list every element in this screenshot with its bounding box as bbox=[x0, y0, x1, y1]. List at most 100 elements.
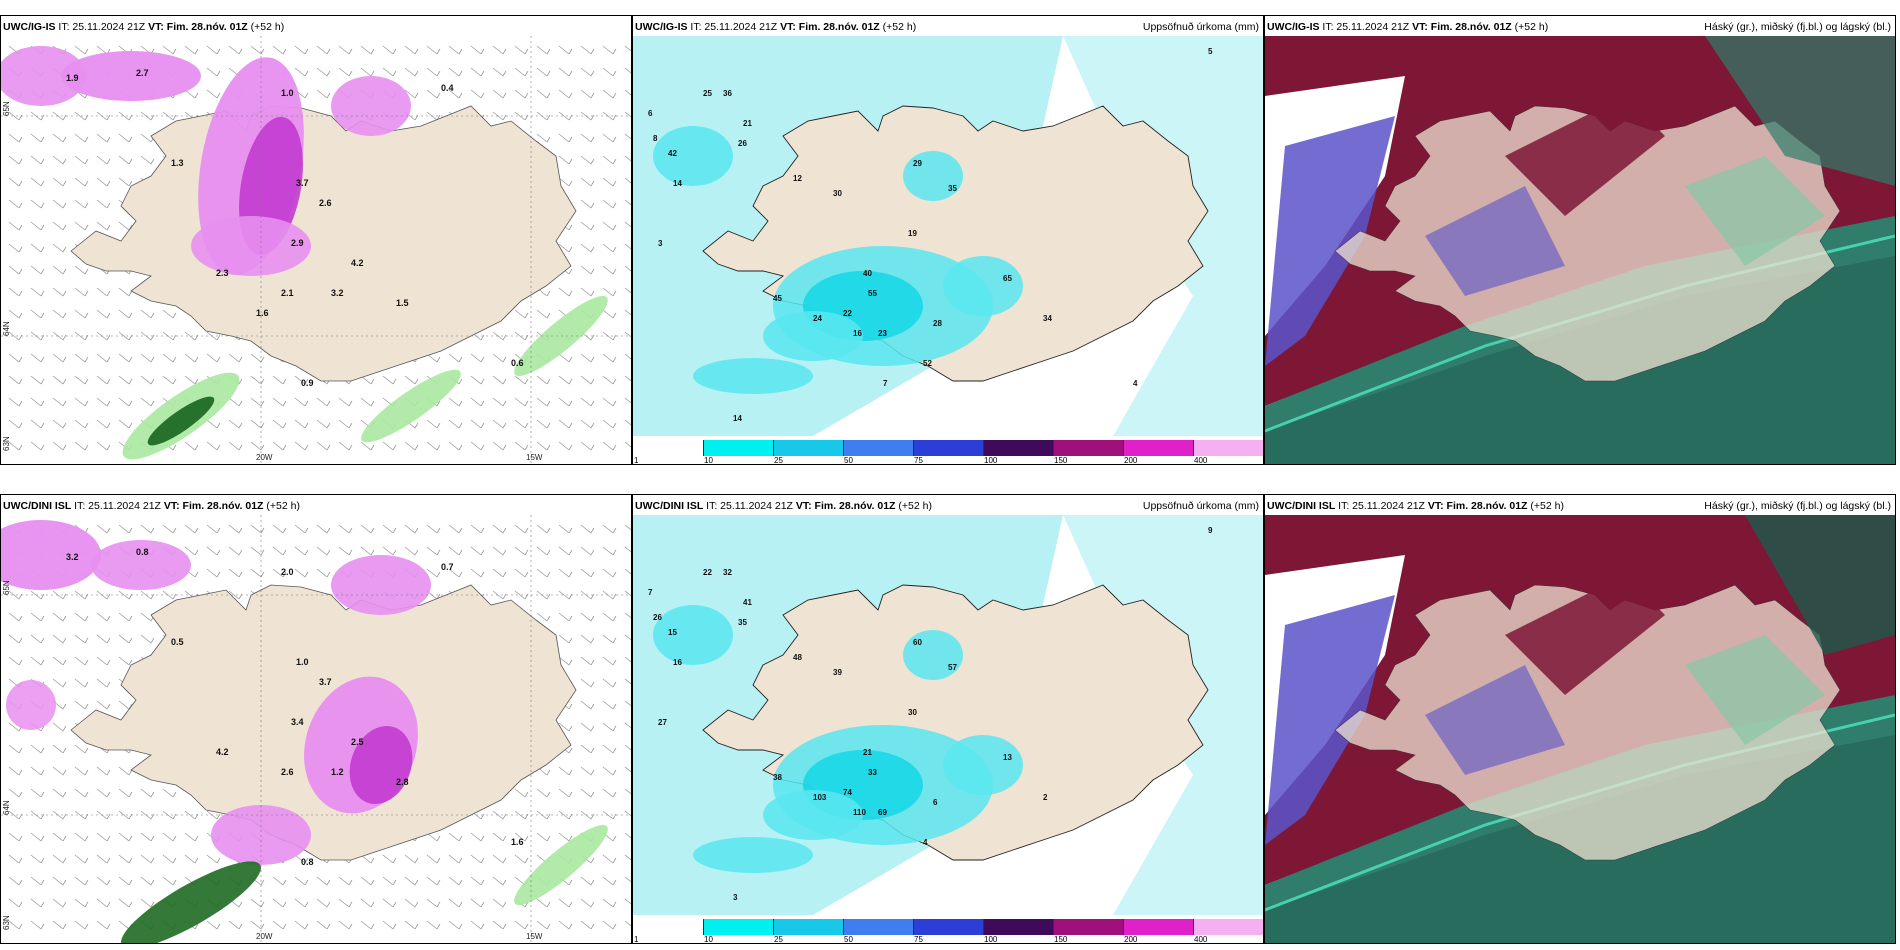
accum-value-label: 26 bbox=[738, 139, 747, 148]
panel-dini-clouds: UWC/DINI ISL IT: 25.11.2024 21Z VT: Fim.… bbox=[1264, 494, 1896, 944]
model-name: UWC/DINI ISL bbox=[635, 500, 704, 512]
accum-value-label: 15 bbox=[668, 628, 677, 637]
accum-value-label: 8 bbox=[653, 134, 658, 143]
colorbar-segment bbox=[1194, 919, 1263, 935]
accum-value-label: 35 bbox=[738, 618, 747, 627]
precip-area bbox=[6, 680, 56, 730]
colorbar-tick: 10 bbox=[704, 935, 713, 943]
accum-value-label: 39 bbox=[833, 668, 842, 677]
model-name: UWC/DINI ISL bbox=[3, 500, 72, 512]
colorbar-segment bbox=[1054, 919, 1124, 935]
latitude-label: 63N bbox=[2, 915, 11, 930]
colorbar-tick: 50 bbox=[844, 456, 853, 464]
precip-value-label: 1.0 bbox=[296, 657, 309, 667]
colorbar-segment bbox=[844, 919, 914, 935]
valid-time: VT: Fim. 28.nóv. 01Z bbox=[1412, 21, 1512, 33]
colorbar-tick: 75 bbox=[914, 935, 923, 943]
accum-value-label: 41 bbox=[743, 598, 752, 607]
map-clouds bbox=[1265, 515, 1895, 943]
map-accum-precip: 5 6 8 3 42 25 14 36 21 26 29 35 12 30 19 65 45 55 40 22 23 16… bbox=[633, 36, 1263, 464]
precip-value-label: 2.7 bbox=[136, 68, 149, 78]
precip-area bbox=[693, 837, 813, 873]
model-name: UWC/DINI ISL bbox=[1267, 500, 1336, 512]
colorbar-segment bbox=[984, 440, 1054, 456]
init-time: IT: 25.11.2024 21Z bbox=[74, 500, 161, 512]
valid-time: VT: Fim. 28.nóv. 01Z bbox=[148, 21, 248, 33]
accum-value-label: 21 bbox=[743, 119, 752, 128]
accum-value-label: 30 bbox=[908, 708, 917, 717]
lead-time: (+52 h) bbox=[266, 500, 300, 512]
colorbar-segment bbox=[844, 440, 914, 456]
colorbar-tick: 25 bbox=[774, 456, 783, 464]
precip-area bbox=[361, 369, 461, 443]
colorbar-tick: 25 bbox=[774, 935, 783, 943]
valid-time: VT: Fim. 28.nóv. 01Z bbox=[795, 500, 896, 512]
longitude-label: 15W bbox=[526, 932, 543, 941]
precip-value-label: 0.8 bbox=[136, 547, 149, 557]
colorbar-tick: 100 bbox=[984, 456, 998, 464]
colorbar: 1 10 25 50 75 100 150 200 400 bbox=[633, 915, 1263, 943]
panel-igis-accum-precip: UWC/IG-IS IT: 25.11.2024 21Z VT: Fim. 28… bbox=[632, 15, 1264, 465]
panel-dini-accum-precip: UWC/DINI ISL IT: 25.11.2024 21Z VT: Fim.… bbox=[632, 494, 1264, 944]
accum-value-label: 16 bbox=[853, 329, 862, 338]
accum-value-label: 6 bbox=[933, 798, 938, 807]
map-wind-precip: 0.8 3.2 2.0 0.7 0.5 1.0 3.7 2.5 3.4 4.2 2.8 1.6 0.8 2… bbox=[1, 515, 631, 943]
precip-area bbox=[331, 76, 411, 136]
colorbar-segment bbox=[914, 440, 984, 456]
precip-value-label: 3.2 bbox=[66, 552, 79, 562]
colorbar: 1 10 25 50 75 100 150 200 400 bbox=[633, 436, 1263, 464]
precip-area bbox=[349, 726, 413, 804]
precip-area bbox=[763, 311, 863, 361]
colorbar-tick: 100 bbox=[984, 935, 998, 943]
colorbar-segment bbox=[1124, 919, 1194, 935]
accum-value-label: 57 bbox=[948, 663, 957, 672]
longitude-label: 15W bbox=[526, 453, 543, 462]
map-clouds bbox=[1265, 36, 1895, 464]
init-time: IT: 25.11.2024 21Z bbox=[58, 21, 146, 33]
colorbar-tick: 200 bbox=[1124, 456, 1138, 464]
precip-area bbox=[1, 46, 86, 106]
accum-value-label: 33 bbox=[868, 768, 877, 777]
precip-area bbox=[943, 256, 1023, 316]
panel-header: UWC/DINI ISL IT: 25.11.2024 21Z VT: Fim.… bbox=[3, 497, 627, 515]
precip-value-label: 2.0 bbox=[281, 567, 294, 577]
colorbar-segment bbox=[704, 919, 774, 935]
colorbar-tick: 400 bbox=[1194, 456, 1208, 464]
longitude-label: 20W bbox=[256, 932, 273, 941]
precip-area bbox=[91, 540, 191, 590]
panel-title: Háský (gr.), miðský (fj.bl.) og lágský (… bbox=[1704, 21, 1891, 33]
accum-value-label: 29 bbox=[913, 159, 922, 168]
accum-value-label: 34 bbox=[1043, 314, 1052, 323]
panel-title: Háský (gr.), miðský (fj.bl.) og lágský (… bbox=[1704, 500, 1891, 512]
colorbar-segment bbox=[704, 440, 774, 456]
panel-title: Uppsöfnuð úrkoma (mm) bbox=[1142, 21, 1259, 33]
colorbar-tick: 1 bbox=[634, 935, 639, 943]
model-name: UWC/IG-IS bbox=[3, 21, 56, 33]
lead-time: (+52 h) bbox=[898, 500, 932, 512]
precip-value-label: 3.4 bbox=[291, 717, 304, 727]
precip-value-label: 1.3 bbox=[171, 158, 184, 168]
precip-value-label: 2.6 bbox=[319, 198, 332, 208]
lead-time: (+52 h) bbox=[1514, 21, 1549, 33]
precip-area bbox=[693, 358, 813, 394]
colorbar-segment bbox=[984, 919, 1054, 935]
init-time: IT: 25.11.2024 21Z bbox=[706, 500, 793, 512]
latitude-label: 65N bbox=[2, 580, 11, 595]
accum-value-label: 69 bbox=[878, 808, 887, 817]
accum-value-label: 3 bbox=[733, 893, 738, 902]
precip-area bbox=[147, 396, 215, 446]
accum-value-label: 40 bbox=[863, 269, 872, 278]
accum-value-label: 4 bbox=[923, 838, 928, 847]
accum-value-label: 32 bbox=[723, 568, 732, 577]
latitude-label: 65N bbox=[2, 101, 11, 116]
colorbar-tick: 200 bbox=[1124, 935, 1138, 943]
accum-value-label: 38 bbox=[773, 773, 782, 782]
colorbar-tick: 150 bbox=[1054, 935, 1068, 943]
accum-value-label: 60 bbox=[913, 638, 922, 647]
accum-value-label: 7 bbox=[883, 379, 888, 388]
panel-header: UWC/DINI ISL IT: 25.11.2024 21Z VT: Fim.… bbox=[635, 497, 1259, 515]
panel-header: UWC/IG-IS IT: 25.11.2024 21Z VT: Fim. 28… bbox=[635, 18, 1259, 36]
precip-value-label: 2.5 bbox=[351, 737, 364, 747]
precip-value-label: 1.6 bbox=[511, 837, 524, 847]
precip-value-label: 1.9 bbox=[66, 73, 79, 83]
